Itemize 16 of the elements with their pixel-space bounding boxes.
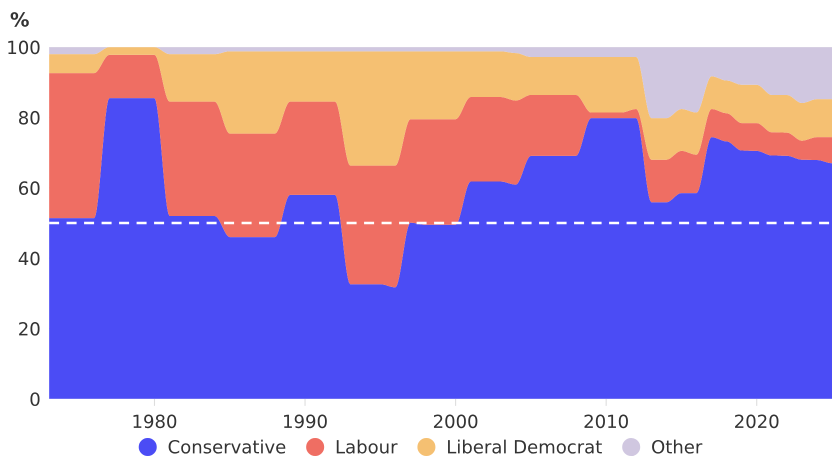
y-tick-label: 80 (19, 110, 40, 125)
y-tick-label: 20 (19, 322, 40, 336)
y-axis-title: % (10, 12, 29, 27)
x-tick-label: 1990 (284, 414, 327, 428)
y-tick-label: 40 (18, 252, 40, 266)
y-tick-label: 0 (30, 392, 40, 406)
x-tick-label: 1980 (133, 414, 176, 428)
legend-label: Other (652, 440, 702, 454)
legend-label: Liberal Democrat (448, 440, 602, 454)
y-tick-label: 100 (8, 40, 40, 54)
legend-label: Conservative (168, 440, 286, 454)
x-tick-label: 2010 (584, 414, 628, 428)
x-tick-label: 2000 (434, 414, 478, 428)
x-tick-label: 2020 (735, 414, 778, 428)
y-tick-label: 60 (19, 181, 40, 195)
legend-label: Labour (336, 440, 398, 454)
